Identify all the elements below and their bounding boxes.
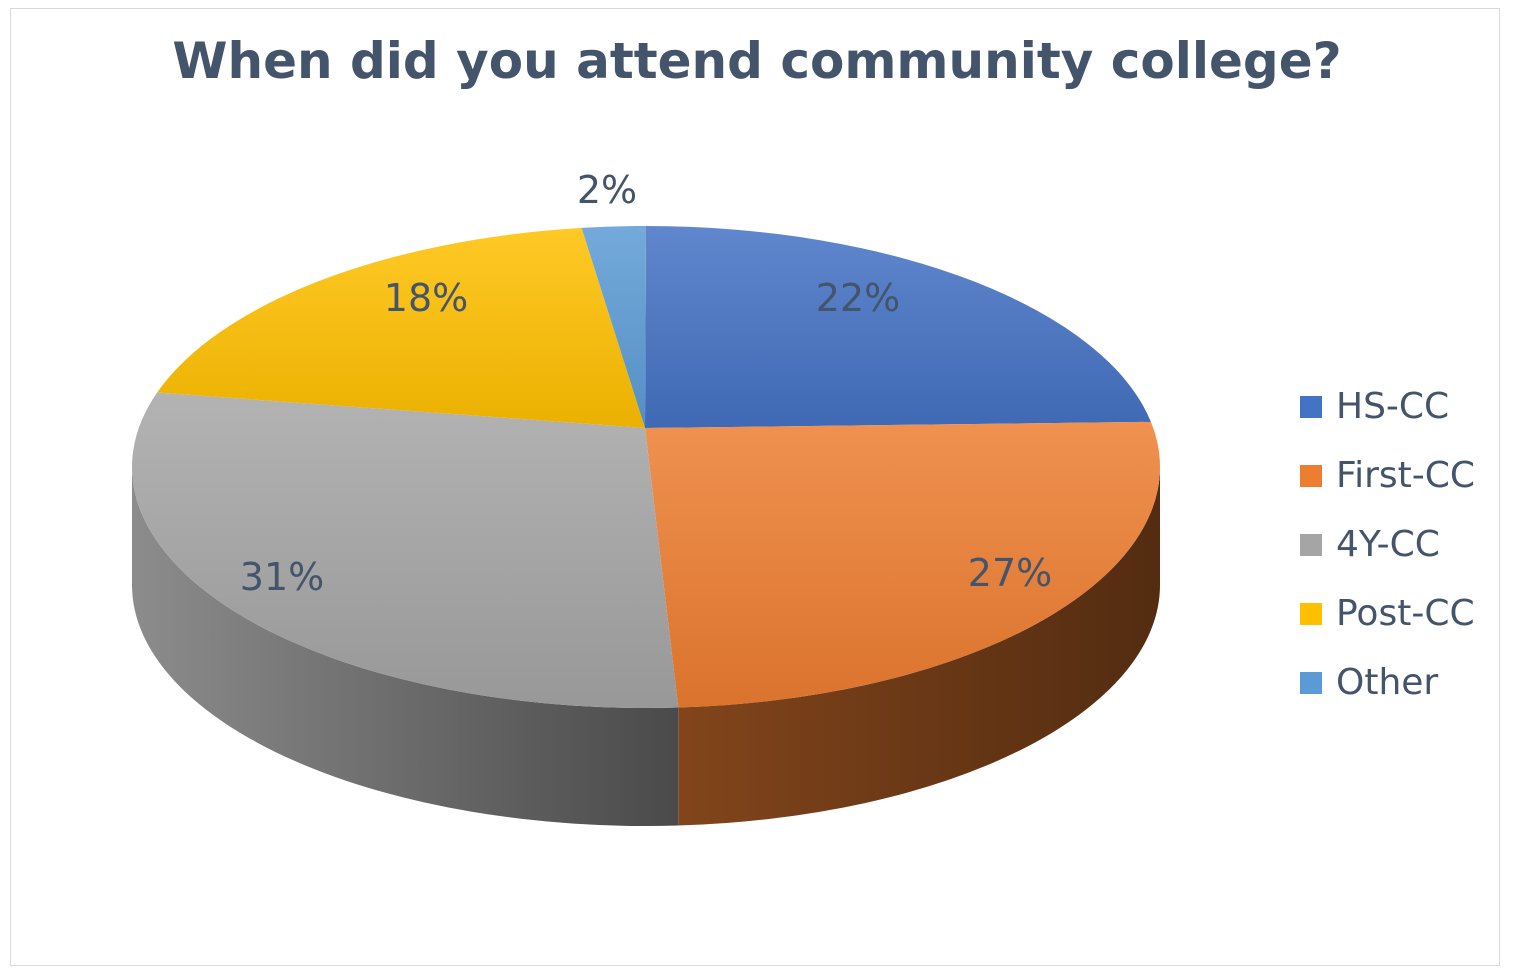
pie-slice-post-cc xyxy=(157,227,645,428)
legend-label: First-CC xyxy=(1336,455,1476,496)
legend-swatch xyxy=(1300,602,1322,625)
legend-label: HS-CC xyxy=(1336,386,1450,427)
pie-slice-other xyxy=(581,226,646,428)
legend-label: Post-CC xyxy=(1336,593,1475,634)
legend-item-4y-cc: 4Y-CC xyxy=(1300,510,1475,579)
chart-title: When did you attend community college? xyxy=(172,32,1342,90)
legend-item-hs-cc: HS-CC xyxy=(1300,372,1475,441)
legend-swatch xyxy=(1300,533,1322,556)
legend-swatch xyxy=(1300,464,1322,487)
data-label-4y-cc: 31% xyxy=(239,555,325,599)
data-label-post-cc: 18% xyxy=(383,276,469,320)
legend-item-first-cc: First-CC xyxy=(1300,441,1475,510)
chart-frame xyxy=(10,8,1500,966)
pie-slice-4y-cc xyxy=(131,392,679,708)
data-label-other: 2% xyxy=(576,168,638,212)
legend-item-other: Other xyxy=(1300,648,1475,717)
pie-slice-hs-cc xyxy=(645,226,1151,428)
legend-label: Other xyxy=(1336,662,1439,703)
legend-label: 4Y-CC xyxy=(1336,524,1440,565)
legend-swatch xyxy=(1300,395,1322,418)
pie-side-first-cc xyxy=(678,467,1160,826)
legend-swatch xyxy=(1300,671,1322,694)
legend-item-post-cc: Post-CC xyxy=(1300,579,1475,648)
data-label-first-cc: 27% xyxy=(967,551,1053,595)
pie-slice-first-cc xyxy=(645,421,1160,708)
legend: HS-CC First-CC 4Y-CC Post-CC Other xyxy=(1300,372,1475,717)
data-label-hs-cc: 22% xyxy=(815,276,901,320)
pie-side-4y-cc xyxy=(132,467,679,826)
